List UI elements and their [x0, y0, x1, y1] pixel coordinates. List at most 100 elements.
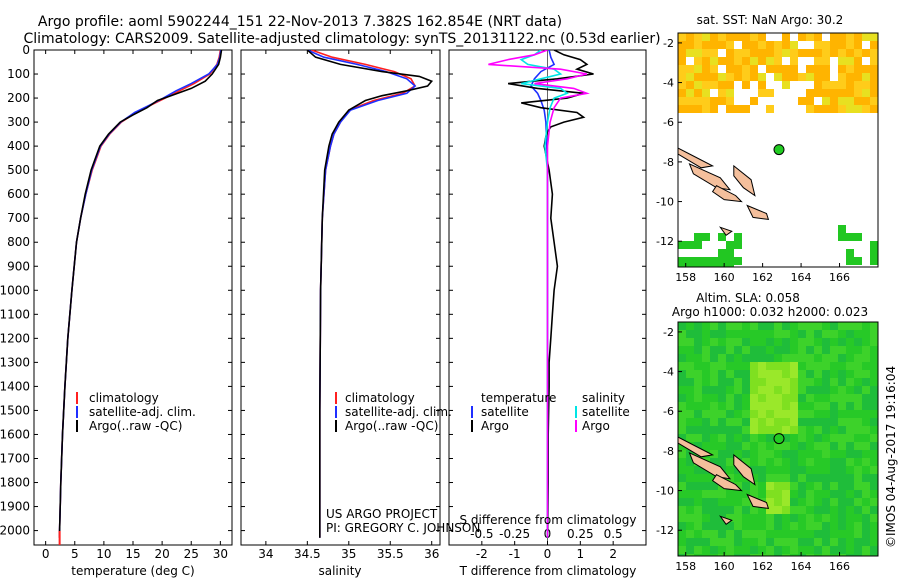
- sla-map-cell: [790, 482, 798, 490]
- sst-map-cell: [814, 81, 822, 89]
- sla-map-cell: [806, 442, 814, 450]
- sla-map-cell: [678, 442, 686, 450]
- sla-map-cell: [862, 530, 870, 538]
- sla-map-cell: [822, 338, 830, 346]
- sla-map-cell: [678, 546, 686, 554]
- sst-map-cell: [694, 49, 702, 57]
- legend-label-s-argo: Argo: [582, 419, 610, 433]
- legend-label-argo: Argo(..raw -QC): [89, 419, 182, 433]
- sla-map-cell: [694, 410, 702, 418]
- sst-map-ytick-label: -8: [663, 156, 674, 169]
- sla-map-cell: [830, 354, 838, 362]
- sla-map-cell: [822, 538, 830, 546]
- sla-map-cell: [782, 450, 790, 458]
- sla-map-ytick-label: -10: [656, 485, 674, 498]
- sla-map-cell: [718, 434, 726, 442]
- sst-map-cell: [750, 65, 758, 73]
- sst-map-cell: [798, 73, 806, 81]
- sla-map-cell: [710, 450, 718, 458]
- sla-map-cell: [862, 450, 870, 458]
- sst-map-cell: [854, 49, 862, 57]
- sla-map-cell: [750, 354, 758, 362]
- sst-map-cell: [678, 57, 686, 65]
- sst-map-cell: [798, 97, 806, 105]
- sla-map-cell: [870, 474, 878, 482]
- sla-map-cell: [726, 514, 734, 522]
- sla-map-cell: [846, 450, 854, 458]
- sst-map-cell: [718, 41, 726, 49]
- sst-map-cell: [822, 57, 830, 65]
- sla-map-cell: [766, 458, 774, 466]
- sla-map-cell: [862, 434, 870, 442]
- sla-map-cell: [806, 450, 814, 458]
- sla-map-cell: [798, 370, 806, 378]
- sst-map-cell: [734, 49, 742, 57]
- sla-map-cell: [702, 434, 710, 442]
- sst-map-island: [718, 226, 733, 236]
- sla-map-cell: [750, 322, 758, 330]
- sla-map-cell: [710, 538, 718, 546]
- sla-map-cell: [710, 378, 718, 386]
- sst-map-cell: [750, 97, 758, 105]
- sla-map-cell: [726, 338, 734, 346]
- sla-map-cell: [726, 394, 734, 402]
- sla-map-cell: [870, 530, 878, 538]
- sst-map-ytick-label: -10: [656, 196, 674, 209]
- sla-map-cell: [694, 330, 702, 338]
- sla-map-cell: [758, 418, 766, 426]
- sla-map-cell: [830, 402, 838, 410]
- sla-map-cell: [694, 378, 702, 386]
- sst-map-cell: [742, 49, 750, 57]
- sla-map-land: [678, 436, 770, 525]
- sla-map-cell: [846, 386, 854, 394]
- sla-map-cell: [782, 394, 790, 402]
- sla-map-cell: [854, 522, 862, 530]
- legend-label-argo: Argo(..raw -QC): [345, 419, 438, 433]
- sst-map-cell: [750, 57, 758, 65]
- sst-map-cell: [678, 257, 686, 265]
- legend-label-s-satellite: satellite: [582, 405, 630, 419]
- sst-map-cell: [678, 265, 686, 267]
- sla-map-cell: [774, 394, 782, 402]
- sla-map-cell: [710, 354, 718, 362]
- sla-map-cell: [790, 538, 798, 546]
- sst-map-cell: [718, 33, 726, 41]
- sst-map-cell: [838, 233, 846, 241]
- sla-map-cell: [734, 378, 742, 386]
- temperature-series-line: [58, 50, 223, 538]
- sla-map-cell: [790, 426, 798, 434]
- sla-map-cell: [838, 530, 846, 538]
- sla-map-cell: [726, 418, 734, 426]
- diff-t-tick-label: 1: [577, 547, 585, 561]
- sst-map-cell: [774, 49, 782, 57]
- sla-map-cell: [870, 386, 878, 394]
- sla-map-cell: [838, 322, 846, 330]
- sla-map-cell: [870, 346, 878, 354]
- sst-map-cell: [694, 257, 702, 265]
- sst-map-cell: [870, 249, 878, 257]
- temperature-tick-label: 15: [125, 547, 140, 561]
- sla-map-cell: [830, 554, 838, 556]
- salinity-tick-label: 36: [424, 547, 439, 561]
- sla-map-cell: [830, 498, 838, 506]
- sla-map-cell: [758, 474, 766, 482]
- depth-tick-label: 500: [7, 163, 30, 177]
- sla-map-cell: [774, 330, 782, 338]
- sla-map-cell: [798, 538, 806, 546]
- sla-map-cell: [838, 482, 846, 490]
- sla-map-cell: [702, 474, 710, 482]
- sla-map-cell: [774, 410, 782, 418]
- sla-map-cell: [838, 410, 846, 418]
- sla-map-cell: [814, 458, 822, 466]
- sla-map-cell: [790, 362, 798, 370]
- sla-map-cell: [742, 538, 750, 546]
- sla-map-cell: [702, 354, 710, 362]
- sst-map-cell: [678, 89, 686, 97]
- sla-map-cell: [782, 490, 790, 498]
- sla-map-cell: [686, 506, 694, 514]
- sla-map-cell: [798, 418, 806, 426]
- sla-map-cell: [782, 514, 790, 522]
- sla-map-cell: [862, 354, 870, 362]
- sla-map-cell: [750, 346, 758, 354]
- sst-map-cell: [742, 65, 750, 73]
